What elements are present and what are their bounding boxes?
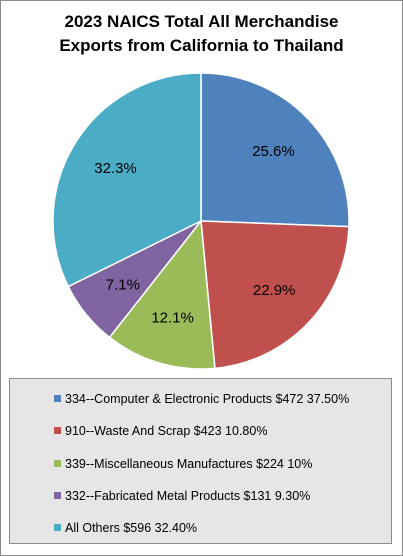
legend-swatch-339 [54,460,61,468]
legend-label-339: 339--Miscellaneous Manufactures $224 10% [65,457,313,471]
legend-label-332: 332--Fabricated Metal Products $131 9.30… [65,489,311,503]
slice-339 [108,219,216,370]
legend-swatch-all-others [54,524,61,532]
chart-title: 2023 NAICS Total All Merchandise Exports… [0,10,403,58]
legend-label-all-others: All Others $596 32.40% [65,521,198,535]
legend-swatch-334 [54,395,61,403]
slice-332-label: 7.1% [106,276,140,293]
chart-title-line-2: Exports from California to Thailand [59,36,344,55]
slice-910-label: 22.9% [253,282,296,299]
legend-item-910: 910--Waste And Scrap $423 10.80% [54,423,267,439]
legend-item-all-others: All Others $596 32.40% [54,520,197,536]
slice-all-others-label: 32.3% [94,160,137,177]
legend-swatch-910 [54,427,61,435]
slice-339-label: 12.1% [151,310,194,327]
slice-910 [200,220,350,370]
slice-334-label: 25.6% [252,143,295,160]
legend-label-334: 334--Computer & Electronic Products $472… [65,392,350,406]
legend-swatch-332 [54,492,61,500]
slice-334 [200,72,350,228]
legend-item-332: 332--Fabricated Metal Products $131 9.30… [54,488,310,504]
legend-label-910: 910--Waste And Scrap $423 10.80% [65,424,268,438]
chart-title-line-1: 2023 NAICS Total All Merchandise [64,12,339,31]
pie-chart: 25.6% 22.9% 12.1% 7.1% 32.3% [52,72,350,370]
legend: 334--Computer & Electronic Products $472… [9,378,392,544]
legend-item-334: 334--Computer & Electronic Products $472… [54,391,349,407]
legend-item-339: 339--Miscellaneous Manufactures $224 10% [54,456,312,472]
slice-all-others [52,72,202,288]
